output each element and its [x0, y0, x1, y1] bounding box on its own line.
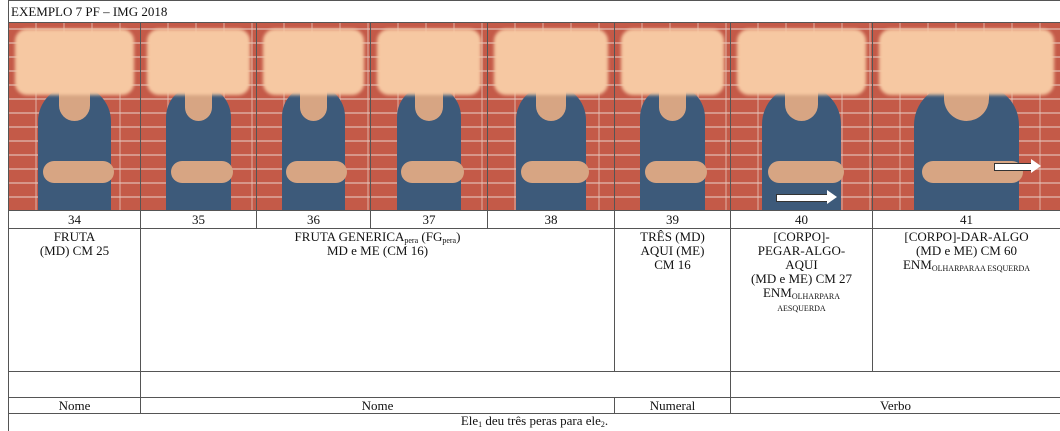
arrow [776, 194, 828, 202]
photo [257, 23, 370, 210]
photo [9, 23, 140, 210]
frame-number: 34 [9, 211, 141, 229]
gloss-line: AQUI [731, 258, 872, 272]
text-segment: TRÊS (MD) [640, 229, 705, 244]
frame-number: 41 [873, 211, 1060, 229]
gloss-cell: FRUTA GENERICApera (FGpera)MD e ME (CM 1… [141, 229, 615, 372]
gloss-line: CM 16 [615, 258, 730, 272]
text-segment: ENM [903, 257, 932, 272]
empty-cell [731, 372, 1060, 398]
gloss-cell: TRÊS (MD)AQUI (ME)CM 16 [615, 229, 731, 372]
photo-cell [141, 23, 257, 211]
gloss-line: ENMOLHARPARA [731, 286, 872, 300]
photo-cell [9, 23, 141, 211]
text-segment: [CORPO]- [773, 229, 829, 244]
face-blur [263, 29, 364, 95]
face-blur [621, 29, 724, 95]
class-cell: Verbo [731, 398, 1060, 414]
text-segment: [CORPO]-DAR-ALGO [904, 229, 1028, 244]
photo-cell [257, 23, 371, 211]
frame-number: 40 [731, 211, 873, 229]
photo-cell [873, 23, 1060, 211]
subscript: AESQUERDA [777, 304, 825, 313]
hands [521, 161, 589, 183]
text-segment: ENM [763, 285, 792, 300]
text-segment: PEGAR-ALGO- [758, 243, 845, 258]
frame-number: 37 [371, 211, 488, 229]
gloss-line: [CORPO]- [731, 230, 872, 244]
face-blur [737, 29, 866, 95]
frame-number: 39 [615, 211, 731, 229]
face-blur [494, 29, 608, 95]
face-blur [879, 29, 1054, 95]
photo-cell [731, 23, 873, 211]
gloss-line: MD e ME (CM 16) [141, 244, 614, 258]
text-segment: (MD e ME) CM 27 [751, 271, 852, 286]
text-segment: . [605, 414, 608, 429]
gloss-line: (MD e ME) CM 27 [731, 272, 872, 286]
class-cell: Nome [9, 398, 141, 414]
text-segment: FRUTA [54, 229, 96, 244]
gloss-line: TRÊS (MD) [615, 230, 730, 244]
photo-cell [488, 23, 615, 211]
gloss-line: PEGAR-ALGO- [731, 244, 872, 258]
frame-number: 36 [257, 211, 371, 229]
translation: Ele1 deu três peras para ele2. [9, 414, 1060, 431]
gloss-cell: FRUTA(MD) CM 25 [9, 229, 141, 372]
text-segment: FRUTA GENERICA [295, 229, 405, 244]
gloss-line: AESQUERDA [731, 300, 872, 314]
gloss-line: FRUTA [9, 230, 140, 244]
hands [171, 161, 233, 183]
face-blur [15, 29, 134, 95]
photo-cell [615, 23, 731, 211]
text-segment: Ele [461, 414, 478, 429]
text-segment: (MD e ME) CM 60 [916, 243, 1017, 258]
text-segment: AQUI (ME) [641, 243, 705, 258]
subscript: OLHARPARAA ESQUERDA [932, 264, 1030, 273]
photo [731, 23, 872, 210]
gloss-line: FRUTA GENERICApera (FGpera) [141, 230, 614, 244]
table-title: EXEMPLO 7 PF – IMG 2018 [9, 1, 1060, 23]
text-segment: ) [456, 229, 460, 244]
gloss-line: [CORPO]-DAR-ALGO [873, 230, 1060, 244]
photo [873, 23, 1060, 210]
class-cell: Nome [141, 398, 615, 414]
gloss-line: ENMOLHARPARAA ESQUERDA [873, 258, 1060, 272]
empty-cell [141, 372, 731, 398]
text-segment: CM 16 [654, 257, 690, 272]
gloss-line: (MD) CM 25 [9, 244, 140, 258]
hands [286, 161, 347, 183]
frame-number: 35 [141, 211, 257, 229]
hands [768, 161, 844, 183]
text-segment: MD e ME (CM 16) [327, 243, 428, 258]
subscript: pera [442, 236, 456, 245]
photo [615, 23, 730, 210]
gloss-line: AQUI (ME) [615, 244, 730, 258]
arrow [994, 163, 1032, 171]
frame-number: 38 [488, 211, 615, 229]
hands [645, 161, 707, 183]
photo-cell [371, 23, 488, 211]
empty-cell [9, 372, 141, 398]
text-segment: deu três peras para ele [482, 414, 601, 429]
photo [371, 23, 487, 210]
text-segment: (FG [418, 229, 442, 244]
hands [43, 161, 114, 183]
gloss-line: (MD e ME) CM 60 [873, 244, 1060, 258]
hands [401, 161, 464, 183]
face-blur [377, 29, 481, 95]
face-blur [147, 29, 250, 95]
photo [488, 23, 614, 210]
class-cell: Numeral [615, 398, 731, 414]
text-segment: (MD) CM 25 [40, 243, 109, 258]
photo [141, 23, 256, 210]
text-segment: AQUI [785, 257, 818, 272]
